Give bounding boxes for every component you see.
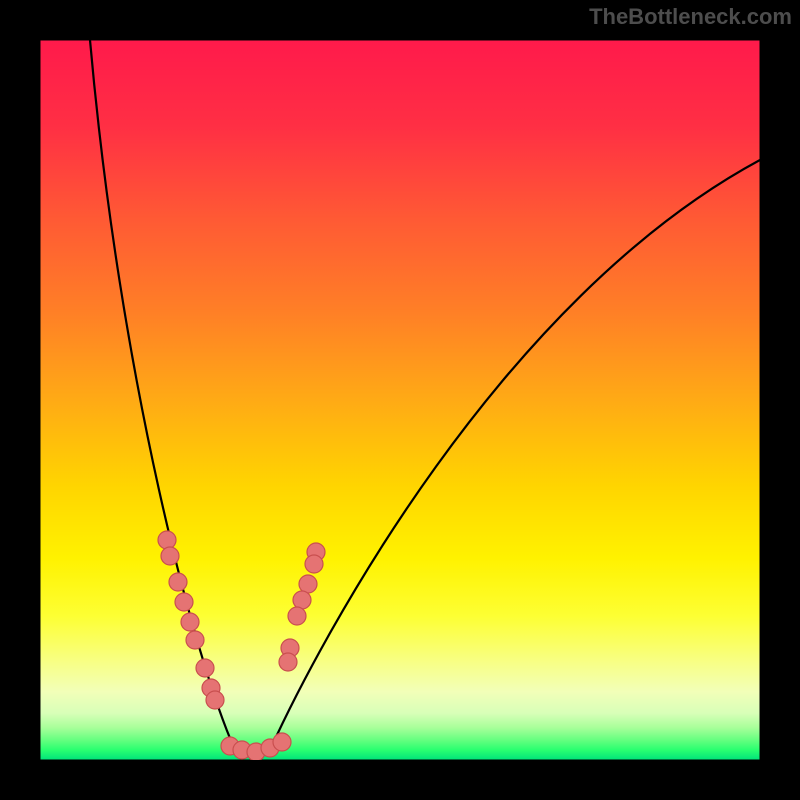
dot-right-branch bbox=[299, 575, 317, 593]
dot-right-branch bbox=[279, 653, 297, 671]
plot-background bbox=[40, 40, 760, 760]
dot-right-branch bbox=[288, 607, 306, 625]
watermark-text: TheBottleneck.com bbox=[589, 4, 792, 30]
dot-left-branch bbox=[158, 531, 176, 549]
dot-left-branch bbox=[186, 631, 204, 649]
dot-right-branch bbox=[305, 555, 323, 573]
dot-left-branch bbox=[206, 691, 224, 709]
bottleneck-chart bbox=[0, 0, 800, 800]
dot-left-branch bbox=[196, 659, 214, 677]
dot-left-branch bbox=[169, 573, 187, 591]
chart-container: { "meta": { "width": 800, "height": 800,… bbox=[0, 0, 800, 800]
dot-left-branch bbox=[175, 593, 193, 611]
dot-left-branch bbox=[181, 613, 199, 631]
dot-left-branch bbox=[161, 547, 179, 565]
dot-right-branch bbox=[293, 591, 311, 609]
dot-bottom bbox=[273, 733, 291, 751]
